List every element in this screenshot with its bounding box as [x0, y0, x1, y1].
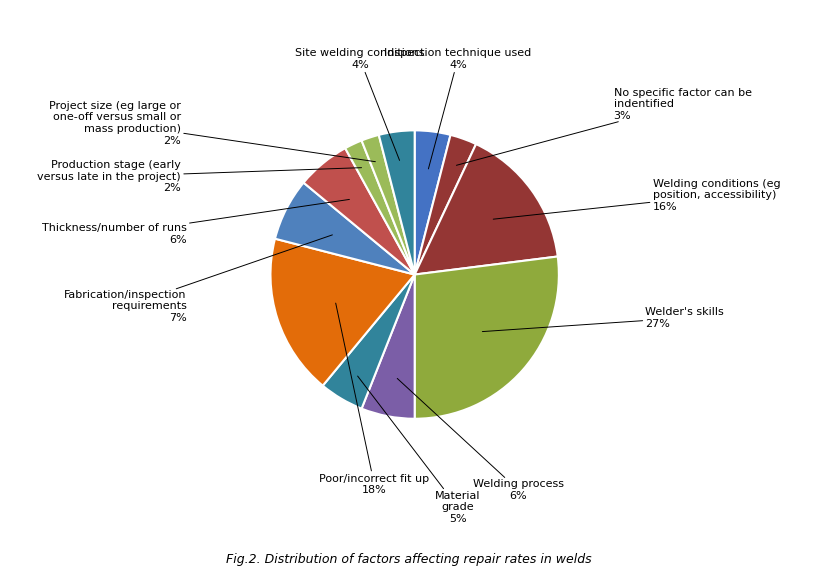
Text: Material
grade
5%: Material grade 5%	[358, 376, 480, 524]
Text: Poor/incorrect fit up
18%: Poor/incorrect fit up 18%	[319, 303, 430, 495]
Wedge shape	[362, 275, 415, 419]
Wedge shape	[275, 182, 415, 275]
Text: Welding conditions (eg
position, accessibility)
16%: Welding conditions (eg position, accessi…	[493, 178, 780, 219]
Wedge shape	[270, 239, 415, 386]
Wedge shape	[379, 130, 415, 275]
Wedge shape	[346, 141, 415, 275]
Text: Fabrication/inspection
requirements
7%: Fabrication/inspection requirements 7%	[65, 235, 333, 323]
Text: Fig.2. Distribution of factors affecting repair rates in welds: Fig.2. Distribution of factors affecting…	[225, 553, 592, 566]
Wedge shape	[362, 135, 415, 275]
Wedge shape	[323, 275, 415, 408]
Text: Welder's skills
27%: Welder's skills 27%	[482, 307, 724, 332]
Text: Welding process
6%: Welding process 6%	[397, 379, 564, 501]
Wedge shape	[415, 256, 559, 419]
Text: Production stage (early
versus late in the project)
2%: Production stage (early versus late in t…	[38, 160, 362, 193]
Wedge shape	[415, 144, 558, 275]
Text: Site welding conditions
4%: Site welding conditions 4%	[295, 48, 425, 160]
Text: Thickness/number of runs
6%: Thickness/number of runs 6%	[42, 200, 350, 245]
Wedge shape	[415, 135, 476, 275]
Text: Project size (eg large or
one-off versus small or
mass production)
2%: Project size (eg large or one-off versus…	[49, 101, 375, 162]
Text: No specific factor can be
indentified
3%: No specific factor can be indentified 3%	[457, 88, 752, 165]
Text: Inspection technique used
4%: Inspection technique used 4%	[384, 48, 532, 169]
Wedge shape	[304, 148, 415, 275]
Wedge shape	[415, 130, 450, 275]
